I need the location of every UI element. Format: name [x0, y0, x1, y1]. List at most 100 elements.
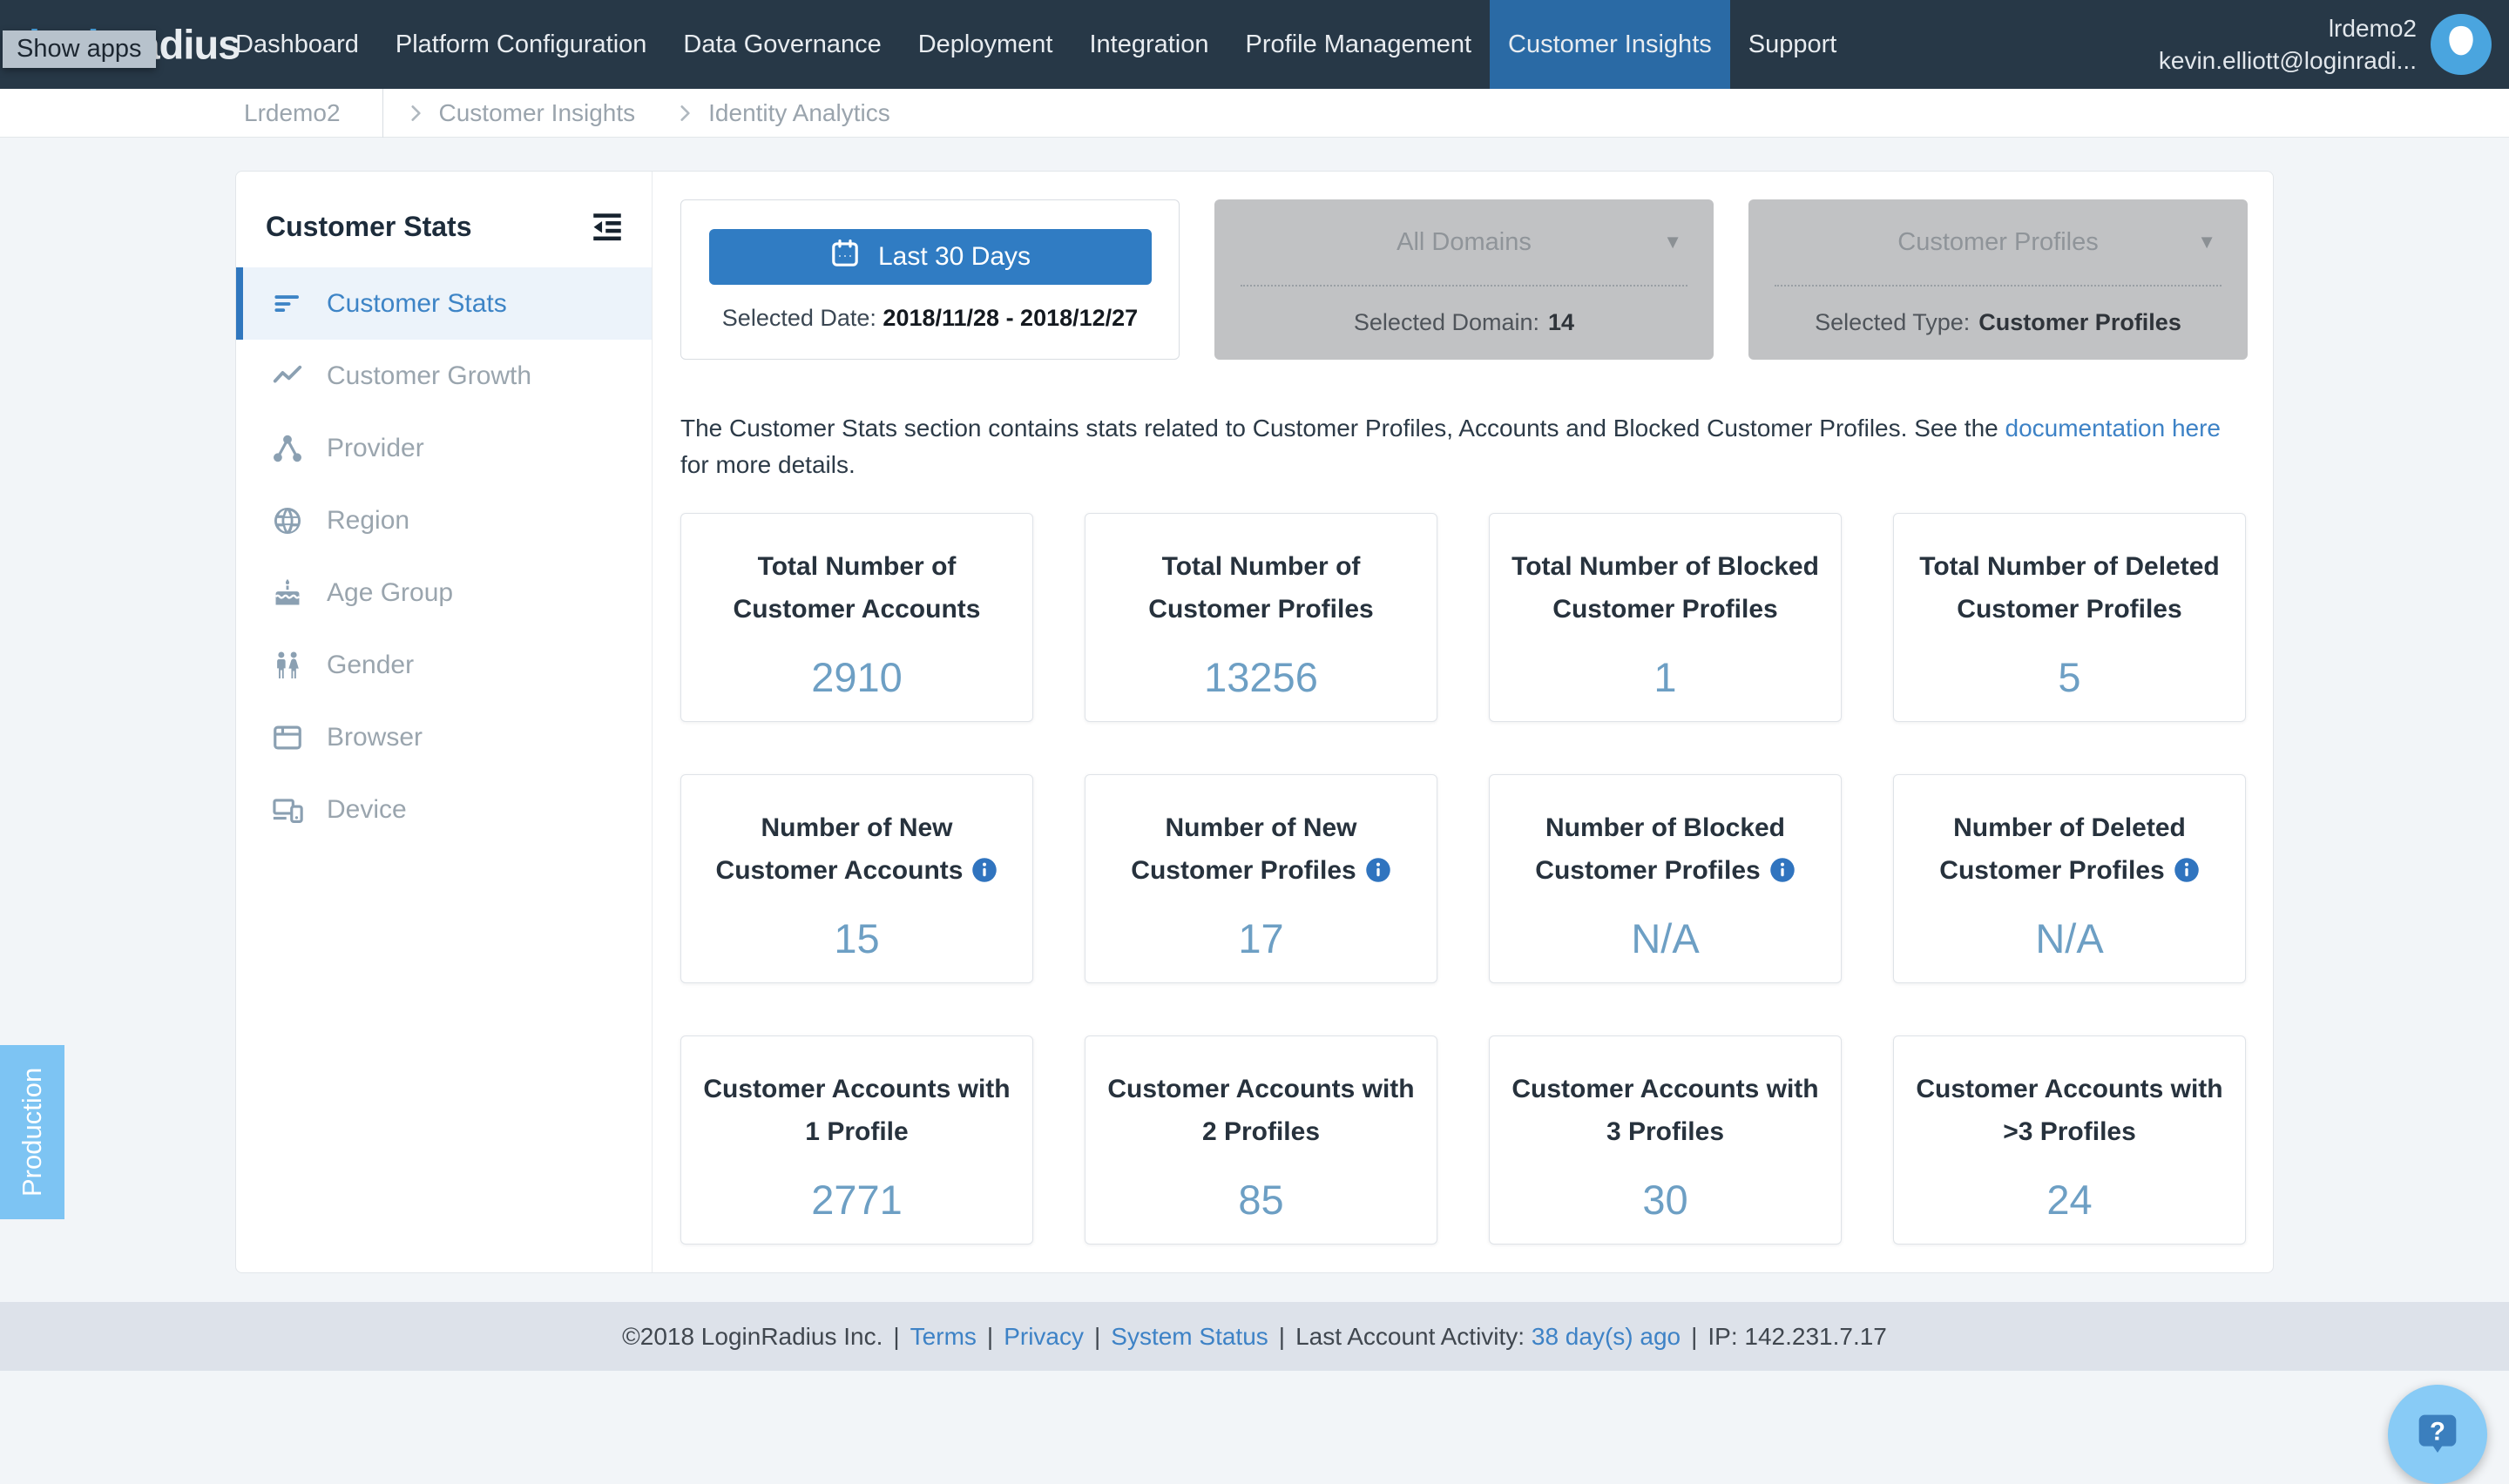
customer-stats-content: Last 30 Days Selected Date: 2018/11/28 -…: [653, 172, 2273, 1272]
stat-card-customer-accounts-with-3-profiles: Customer Accounts with >3 Profiles 24: [1893, 1035, 2246, 1245]
sidebar-item-label: Customer Growth: [327, 361, 532, 390]
show-apps-tooltip: Show apps: [3, 30, 156, 68]
page-body: Production Customer Stats Customer Stats…: [0, 138, 2509, 1484]
selected-type: Selected Type: Customer Profiles: [1815, 308, 2181, 335]
type-dropdown[interactable]: Customer Profiles ▼: [1775, 199, 2222, 287]
selected-date-value: 2018/11/28 - 2018/12/27: [883, 305, 1139, 331]
info-icon[interactable]: [1365, 857, 1391, 883]
avatar[interactable]: [2431, 14, 2492, 75]
documentation-link[interactable]: documentation here: [2005, 415, 2222, 442]
help-button[interactable]: ?: [2388, 1385, 2487, 1484]
stat-card-title: Customer Accounts with 1 Profile: [703, 1068, 1010, 1153]
stat-card-value: 24: [2046, 1177, 2093, 1223]
nav-item-customer-insights[interactable]: Customer Insights: [1490, 0, 1730, 89]
stat-title-line: Customer Accounts: [716, 849, 998, 892]
date-range-button[interactable]: Last 30 Days: [708, 229, 1152, 285]
stat-card-value: 13256: [1204, 654, 1318, 700]
footer-activity-link[interactable]: 38 day(s) ago: [1531, 1322, 1681, 1350]
region-icon: [271, 504, 304, 537]
stat-title-line: Total Number of: [757, 552, 957, 581]
breadcrumb-divider: [382, 88, 383, 138]
environment-badge[interactable]: Production: [0, 1045, 64, 1219]
nav-item-support[interactable]: Support: [1748, 30, 1837, 58]
device-icon: [271, 793, 304, 826]
stats-icon: [271, 287, 304, 320]
sidebar-item-age-group[interactable]: Age Group: [236, 556, 652, 629]
stat-card-total-number-of-deleted-customer-profiles: Total Number of Deleted Customer Profiles…: [1893, 513, 2246, 722]
sidebar-item-region[interactable]: Region: [236, 484, 652, 556]
sidebar-item-customer-growth[interactable]: Customer Growth: [236, 340, 652, 412]
domain-filter-panel: All Domains ▼ Selected Domain: 14: [1214, 199, 1714, 360]
sidebar-item-customer-stats[interactable]: Customer Stats: [236, 267, 652, 340]
stat-card-title: Number of New Customer Accounts: [716, 806, 998, 892]
chevron-right-icon: [673, 102, 696, 125]
stat-title-text: Customer Accounts: [733, 595, 981, 624]
footer-link-system-status[interactable]: System Status: [1111, 1322, 1268, 1350]
stat-title-line: Customer Profiles: [1535, 849, 1795, 892]
type-filter-panel: Customer Profiles ▼ Selected Type: Custo…: [1748, 199, 2248, 360]
sidebar-collapse-button[interactable]: [589, 208, 626, 245]
stat-title-line: Customer Profiles: [1131, 849, 1390, 892]
stat-title-line: Customer Accounts with: [1107, 1075, 1415, 1103]
stat-title-line: Total Number of Deleted: [1919, 552, 2220, 581]
breadcrumb-item-customer-insights[interactable]: Customer Insights: [438, 98, 636, 126]
footer-separator: |: [1691, 1322, 1698, 1350]
sidebar-header: Customer Stats: [236, 172, 652, 267]
stat-title-line: Number of Blocked: [1545, 813, 1786, 842]
breadcrumb-item-identity-analytics[interactable]: Identity Analytics: [708, 98, 890, 126]
sidebar-item-browser[interactable]: Browser: [236, 701, 652, 773]
indent-collapse-icon: [589, 208, 626, 245]
stat-title-text: Customer Profiles: [1131, 856, 1356, 885]
stat-card-value: 2910: [811, 654, 903, 700]
selected-domain: Selected Domain: 14: [1353, 308, 1575, 335]
stat-card-customer-accounts-with-1-profile: Customer Accounts with 1 Profile 2771: [680, 1035, 1033, 1245]
stat-card-value: 5: [2058, 654, 2081, 700]
info-icon[interactable]: [1769, 857, 1796, 883]
stat-title-line: Customer Profiles: [1148, 588, 1373, 631]
caret-down-icon: ▼: [2197, 231, 2216, 253]
stat-title-line: Customer Accounts with: [703, 1075, 1011, 1103]
stat-card-value: 15: [834, 915, 880, 961]
sidebar-item-device[interactable]: Device: [236, 773, 652, 846]
nav-item-platform-configuration[interactable]: Platform Configuration: [395, 30, 647, 58]
stat-card-value: 2771: [811, 1177, 903, 1223]
age-icon: [271, 577, 304, 610]
stat-title-text: Customer Profiles: [1957, 595, 2182, 624]
info-icon[interactable]: [2174, 857, 2200, 883]
stat-title-line: Number of New: [1165, 813, 1357, 842]
nav-item-profile-management[interactable]: Profile Management: [1245, 30, 1472, 58]
footer-link-terms[interactable]: Terms: [910, 1322, 977, 1350]
chevron-right-icon: [404, 102, 427, 125]
stat-card-title: Customer Accounts with >3 Profiles: [1916, 1068, 2222, 1153]
footer-link-privacy[interactable]: Privacy: [1004, 1322, 1084, 1350]
nav-item-integration[interactable]: Integration: [1089, 30, 1209, 58]
stat-card-title: Total Number of Deleted Customer Profiles: [1919, 545, 2219, 631]
nav-item-data-governance[interactable]: Data Governance: [683, 30, 882, 58]
stat-title-line: Number of Deleted: [1953, 813, 2186, 842]
stats-sidebar: Customer Stats Customer Stats Customer Gr…: [236, 172, 653, 1272]
stat-card-title: Customer Accounts with 3 Profiles: [1511, 1068, 1818, 1153]
info-icon[interactable]: [971, 857, 998, 883]
sidebar-item-gender[interactable]: Gender: [236, 629, 652, 701]
user-menu[interactable]: lrdemo2 kevin.elliott@loginradi...: [2159, 0, 2492, 89]
footer-separator: |: [1278, 1322, 1286, 1350]
main-panel: Customer Stats Customer Stats Customer Gr…: [235, 171, 2274, 1273]
stat-card-value: 85: [1238, 1177, 1284, 1223]
sidebar-item-label: Gender: [327, 650, 415, 679]
stat-card-value: 1: [1654, 654, 1677, 700]
stat-title-line: 3 Profiles: [1511, 1110, 1818, 1153]
stat-title-line: Customer Profiles: [1919, 588, 2219, 631]
stat-card-number-of-blocked-customer-profiles: Number of Blocked Customer Profiles N/A: [1489, 774, 1842, 983]
stat-title-text: 2 Profiles: [1201, 1117, 1321, 1146]
user-info: lrdemo2 kevin.elliott@loginradi...: [2159, 12, 2417, 77]
sidebar-item-provider[interactable]: Provider: [236, 412, 652, 484]
breadcrumb-app[interactable]: Lrdemo2: [244, 98, 341, 126]
domain-dropdown[interactable]: All Domains ▼: [1241, 199, 1687, 287]
filter-row: Last 30 Days Selected Date: 2018/11/28 -…: [680, 199, 2248, 360]
nav-item-dashboard[interactable]: Dashboard: [235, 30, 359, 58]
stat-title-line: Customer Accounts with: [1511, 1075, 1819, 1103]
footer-ip: IP: 142.231.7.17: [1708, 1322, 1887, 1350]
stat-title-text: Customer Profiles: [1939, 856, 2165, 885]
nav-item-deployment[interactable]: Deployment: [917, 30, 1053, 58]
